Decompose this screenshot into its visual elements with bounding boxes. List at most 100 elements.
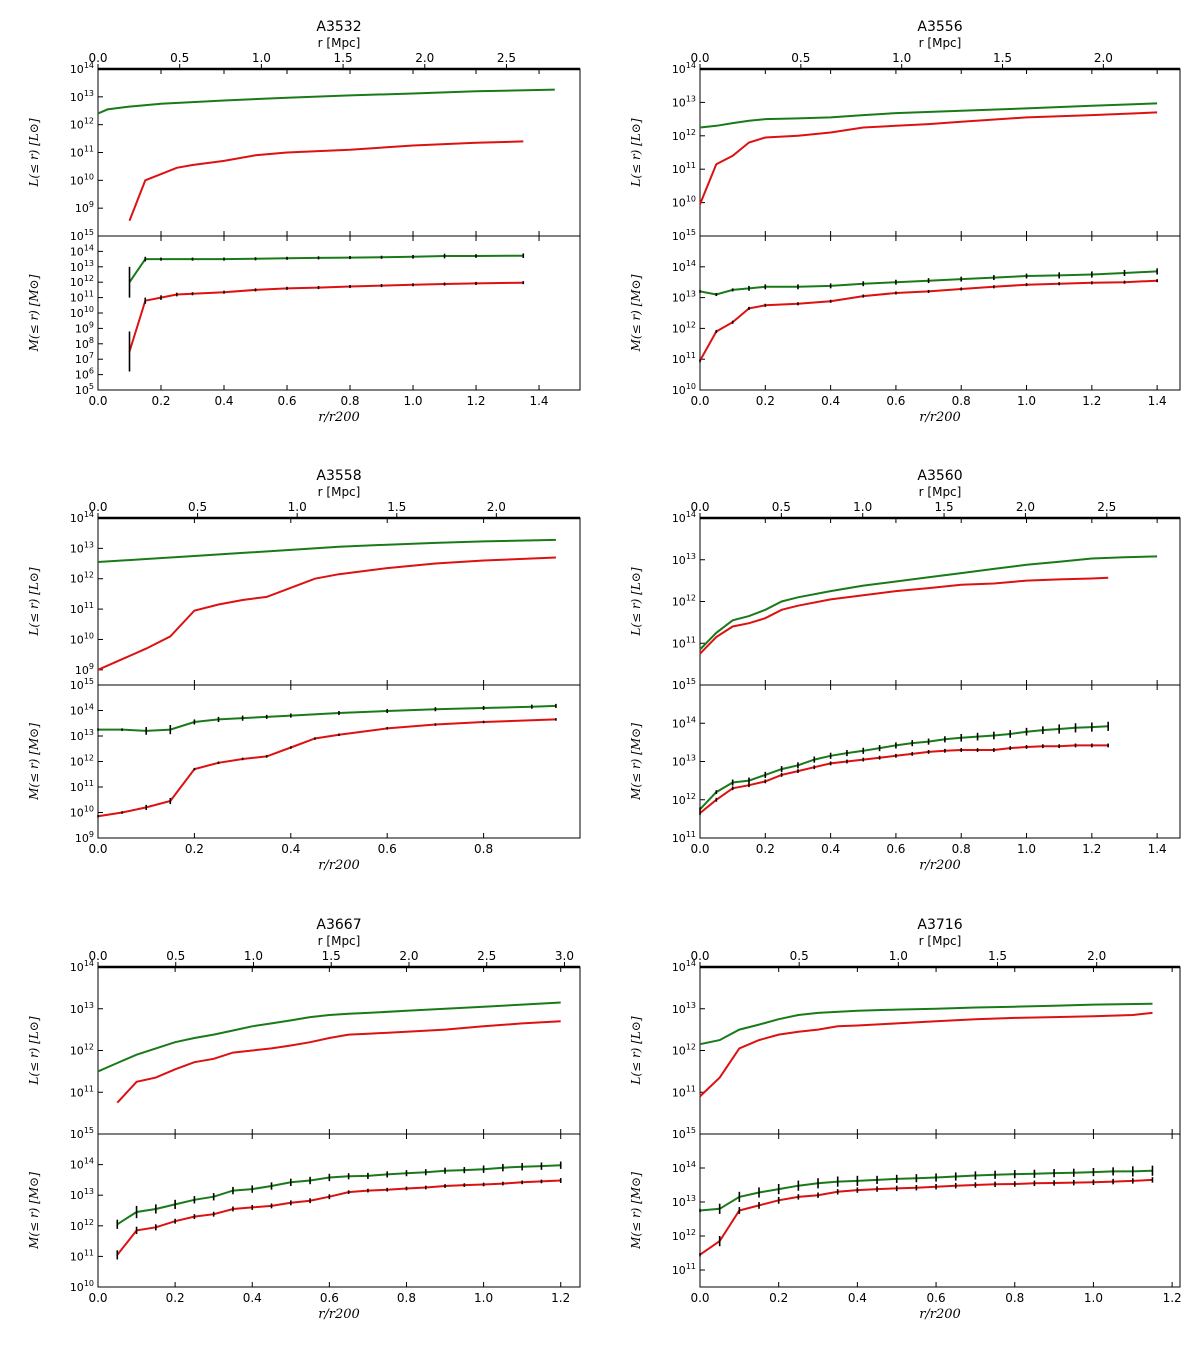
x-axis-tick-label: 0.0: [88, 842, 107, 856]
x-axis-tick-label: 0.8: [474, 842, 493, 856]
y-axis-tick-label: 1013: [672, 754, 696, 769]
y-axis-tick-label: 1014: [672, 715, 696, 730]
top-axis-tick-label: 0.0: [690, 500, 709, 514]
y-axis-tick-label: 1012: [70, 1218, 94, 1233]
x-axis-tick-label: 1.0: [1084, 1291, 1103, 1305]
y-axis-tick-label: 1011: [70, 290, 94, 305]
chart-title: A3532: [316, 19, 361, 35]
top-axis-tick-label: 2.0: [487, 500, 506, 514]
y-axis-tick-label: 1014: [70, 959, 94, 974]
luminosity-axis-label: L(≤ r) [L⊙]: [629, 567, 643, 636]
x-axis-tick-label: 0.2: [756, 394, 775, 408]
y-axis-tick-label: 1014: [672, 959, 696, 974]
top-axis-tick-label: 2.5: [497, 51, 516, 65]
top-axis-tick-label: 2.0: [1087, 949, 1106, 963]
y-axis-tick-label: 1011: [70, 1248, 94, 1263]
x-axis-tick-label: 0.6: [378, 842, 397, 856]
mass-series-red: [699, 744, 1109, 814]
x-axis-tick-label: 0.2: [185, 842, 204, 856]
luminosity-series-red: [97, 556, 556, 671]
y-axis-tick-label: 1012: [672, 1043, 696, 1058]
x-axis-tick-label: 0.0: [690, 1291, 709, 1305]
luminosity-panel-frame: [97, 68, 581, 237]
luminosity-panel-frame: [699, 966, 1181, 1135]
y-axis-tick-label: 1012: [70, 1043, 94, 1058]
y-axis-tick-label: 1012: [672, 1228, 696, 1243]
x-axis-tick-label: 1.2: [1163, 1291, 1182, 1305]
x-axis-tick-label: 0.2: [756, 842, 775, 856]
luminosity-panel-frame: [97, 966, 581, 1135]
top-axis-label: r [Mpc]: [318, 36, 361, 50]
x-axis-tick-label: 0.6: [886, 394, 905, 408]
x-axis-tick-label: 0.4: [281, 842, 300, 856]
y-axis-tick-label: 1013: [70, 1001, 94, 1016]
x-axis-tick-label: 0.4: [848, 1291, 867, 1305]
y-axis-tick-label: 1014: [672, 510, 696, 525]
x-axis-label: r/r200: [318, 1307, 360, 1322]
luminosity-series-green: [97, 88, 555, 115]
y-axis-tick-label: 1011: [672, 351, 696, 366]
top-axis-tick-label: 2.0: [1016, 500, 1035, 514]
top-axis-label: r [Mpc]: [318, 485, 361, 499]
luminosity-series-red: [699, 111, 1158, 205]
chart-title: A3558: [316, 468, 361, 484]
x-axis-tick-label: 0.4: [821, 394, 840, 408]
mass-axis-label: M(≤ r) [M⊙]: [27, 723, 41, 801]
mass-series-green: [116, 1164, 561, 1226]
x-axis-tick-label: 0.6: [886, 842, 905, 856]
luminosity-panel: 1011 1012 1013 1014 L(≤ r) [L⊙]: [629, 510, 1181, 686]
top-axis-tick-label: 0.5: [791, 51, 810, 65]
y-axis-tick-label: 1013: [672, 290, 696, 305]
mass-series-red: [128, 281, 524, 352]
y-axis-tick-label: 1013: [672, 1194, 696, 1209]
x-axis-label: r/r200: [919, 858, 961, 873]
y-axis-tick-label: 1013: [70, 540, 94, 555]
top-axis-tick-label: 2.5: [1097, 500, 1116, 514]
y-axis-tick-label: 1011: [70, 601, 94, 616]
top-axis-tick-label: 0.0: [88, 949, 107, 963]
x-axis-tick-label: 1.2: [1082, 394, 1101, 408]
chart-title: A3667: [316, 917, 361, 933]
top-axis-tick-label: 3.0: [555, 949, 574, 963]
y-axis-tick-label: 1015: [70, 677, 94, 692]
luminosity-panel-frame: [699, 517, 1181, 686]
y-axis-tick-label: 1010: [70, 805, 94, 820]
top-axis-tick-label: 1.5: [935, 500, 954, 514]
luminosity-panel: 1011 1012 1013 1014 L(≤ r) [L⊙]: [629, 959, 1181, 1135]
y-axis-tick-label: 1012: [70, 754, 94, 769]
top-axis-label: r [Mpc]: [919, 934, 962, 948]
x-axis-tick-label: 0.0: [690, 394, 709, 408]
x-axis-label: r/r200: [318, 410, 360, 425]
y-axis-tick-label: 1010: [70, 172, 94, 187]
y-axis-tick-label: 109: [75, 662, 94, 677]
x-axis-tick-label: 1.2: [1082, 842, 1101, 856]
y-axis-tick-label: 106: [75, 367, 94, 382]
y-axis-tick-label: 1011: [672, 161, 696, 176]
top-axis-label: r [Mpc]: [919, 485, 962, 499]
x-axis-label: r/r200: [919, 410, 961, 425]
y-axis-tick-label: 1012: [70, 571, 94, 586]
luminosity-series-green: [699, 102, 1158, 129]
top-axis-tick-label: 1.0: [252, 51, 271, 65]
y-axis-tick-label: 1013: [70, 259, 94, 274]
x-axis-tick-label: 1.0: [474, 1291, 493, 1305]
mass-series-green: [699, 1169, 1153, 1212]
y-axis-tick-label: 1010: [70, 631, 94, 646]
y-axis-tick-label: 1011: [70, 1084, 94, 1099]
top-axis-tick-label: 0.0: [88, 51, 107, 65]
top-axis-tick-label: 0.0: [690, 949, 709, 963]
y-axis-tick-label: 1013: [70, 728, 94, 743]
x-axis-tick-label: 0.4: [243, 1291, 262, 1305]
y-axis-tick-label: 108: [75, 336, 94, 351]
luminosity-axis-label: L(≤ r) [L⊙]: [27, 567, 41, 636]
top-axis-tick-label: 0.5: [772, 500, 791, 514]
luminosity-axis-label: L(≤ r) [L⊙]: [629, 118, 643, 187]
x-axis-tick-label: 1.4: [529, 394, 548, 408]
y-axis-tick-label: 1015: [672, 1126, 696, 1141]
y-axis-tick-label: 1014: [672, 259, 696, 274]
